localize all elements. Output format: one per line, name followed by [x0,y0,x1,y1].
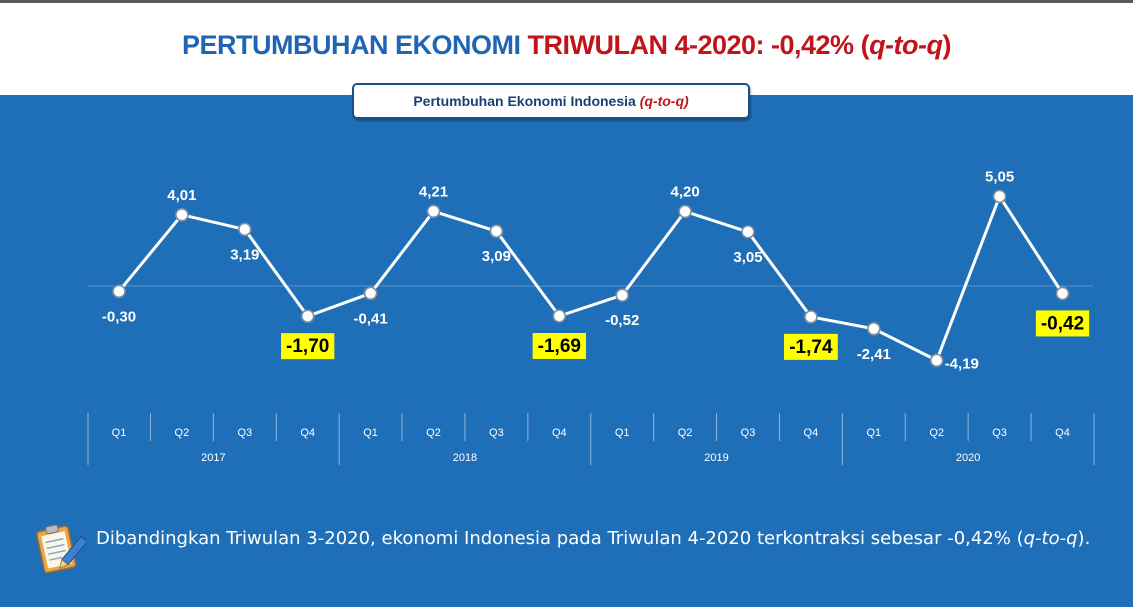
header [0,3,1133,95]
data-point [615,288,630,303]
highlight-box [1035,310,1090,337]
data-label: -1,74 [789,337,833,358]
tick-label: Q3 [237,427,252,439]
series-line [117,194,1064,362]
tick-label: Q4 [1055,427,1070,439]
tick-label: Q2 [929,427,944,439]
data-point [426,204,441,219]
tick-label: Q1 [112,427,127,439]
data-label: 5,05 [985,168,1014,185]
data-point [175,208,189,222]
tick-label: Q4 [300,427,315,439]
tick-label: Q2 [175,427,190,439]
data-point [363,286,378,301]
year-label: 2017 [201,452,225,464]
data-point [489,224,504,238]
title-part-2: TRIWULAN 4-2020: -0,42% ( [520,30,870,60]
title-part-1: PERTUMBUHAN EKONOMI [181,30,521,60]
data-label: 3,19 [230,246,259,263]
top-border [0,0,1133,3]
tick-label: Q1 [866,427,881,439]
title-part-4: ) [942,30,952,60]
data-label: 3,09 [482,248,511,265]
data-point [238,222,252,237]
data-point [741,225,755,239]
data-point [1055,286,1070,301]
tick-label: Q4 [552,427,567,439]
tick-label: Q3 [992,427,1007,439]
data-label: -0,30 [102,308,136,325]
data-label: -0,42 [1041,313,1084,334]
data-point [300,309,315,323]
data-label: -1,69 [538,336,581,357]
chart-subtitle: Pertumbuhan Ekonomi Indonesia (q-to-q) [352,83,750,119]
tick-label: Q3 [489,427,504,439]
data-point [804,310,818,324]
data-label: 4,01 [167,187,196,204]
page-title: PERTUMBUHAN EKONOMI TRIWULAN 4-2020: -0,… [0,30,1133,61]
data-label: -0,52 [605,312,639,329]
clipboard-pencil-icon [36,524,86,574]
data-label: -1,70 [286,336,329,357]
data-point [866,321,881,336]
highlight-box [532,332,586,359]
tick-label: Q1 [615,427,630,439]
tick-label: Q2 [426,427,441,439]
summary-note: Dibandingkan Triwulan 3-2020, ekonomi In… [96,526,1106,552]
data-point [678,204,692,219]
data-point [992,189,1007,204]
highlight-box [281,333,335,360]
data-label: 4,20 [670,183,699,200]
data-label: -4,19 [945,355,979,372]
tick-label: Q3 [741,427,756,439]
tick-label: Q4 [804,427,819,439]
year-label: 2019 [704,452,728,464]
summary-note-italic: q-to-q [1023,528,1078,549]
summary-note-end: ). [1077,528,1091,549]
highlight-box [784,333,838,360]
data-label: -0,41 [353,310,387,327]
data-label: -2,41 [857,346,891,363]
data-point [929,353,944,368]
summary-note-main: Dibandingkan Triwulan 3-2020, ekonomi In… [96,528,1024,549]
tick-label: Q1 [363,427,378,439]
year-label: 2020 [956,452,980,464]
title-part-3: q-to-q [869,30,943,60]
data-label: 3,05 [733,249,762,266]
chart-subtitle-suffix: (q-to-q) [639,93,689,109]
chart-subtitle-text: Pertumbuhan Ekonomi Indonesia [413,93,640,109]
year-label: 2018 [453,452,477,464]
data-label: 4,21 [419,183,448,200]
data-point [552,309,567,323]
tick-label: Q2 [678,427,693,439]
data-point [112,284,126,299]
